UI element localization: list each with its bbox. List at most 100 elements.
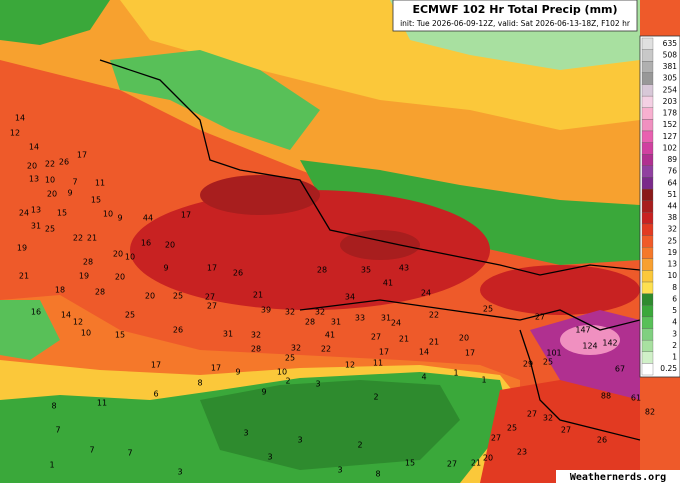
precip-label: 24 (391, 319, 401, 328)
precip-label: 34 (345, 293, 355, 302)
legend-label: 102 (663, 143, 678, 152)
legend-swatch (641, 316, 654, 329)
legend-label: 51 (667, 190, 677, 199)
legend-label: 254 (663, 85, 678, 94)
precip-label: 10 (125, 253, 135, 262)
precip-label: 15 (91, 196, 101, 205)
precip-label: 18 (55, 286, 65, 295)
precip-label: 28 (251, 345, 261, 354)
legend-swatch (641, 142, 654, 155)
precip-label: 20 (483, 454, 493, 463)
precip-label: 19 (17, 244, 27, 253)
precip-label: 4 (421, 373, 426, 382)
precip-label: 14 (419, 348, 429, 357)
legend-label: 38 (667, 213, 677, 222)
precip-label: 11 (95, 179, 105, 188)
precip-label: 27 (561, 426, 571, 435)
legend-swatch (641, 339, 654, 352)
legend-swatch (641, 84, 654, 97)
legend-swatch (641, 165, 654, 178)
precip-label: 27 (207, 302, 217, 311)
precip-label: 2 (285, 377, 290, 386)
precip-label: 20 (459, 334, 469, 343)
precip-label: 9 (261, 388, 266, 397)
precip-label: 20 (165, 241, 175, 250)
precip-label: 41 (325, 331, 335, 340)
legend-swatch (641, 188, 654, 201)
precip-label: 21 (429, 338, 439, 347)
heavy-core (130, 190, 490, 310)
precip-label: 32 (315, 308, 325, 317)
precip-label: 2 (373, 393, 378, 402)
precip-label: 15 (57, 209, 67, 218)
precip-label: 61 (631, 394, 641, 403)
legend-swatch (641, 107, 654, 120)
precip-label: 20 (115, 273, 125, 282)
red-zone (480, 380, 640, 483)
precip-label: 39 (261, 306, 271, 315)
precip-label: 17 (379, 348, 389, 357)
precip-label: 32 (543, 414, 553, 423)
precip-label: 17 (465, 349, 475, 358)
subtitle: init: Tue 2026-06-09-12Z, valid: Sat 202… (400, 19, 631, 28)
precip-label: 10 (277, 368, 287, 377)
precip-label: 27 (205, 293, 215, 302)
precip-label: 17 (77, 151, 87, 160)
precip-label: 41 (383, 279, 393, 288)
credit-box (556, 470, 680, 483)
precip-label: 12 (345, 361, 355, 370)
precip-label: 27 (447, 460, 457, 469)
precip-label: 20 (113, 250, 123, 259)
legend-label: 5 (672, 306, 677, 315)
legend-swatch (641, 37, 654, 50)
precip-label: 17 (207, 264, 217, 273)
precip-label: 10 (103, 210, 113, 219)
precip-label: 7 (127, 449, 132, 458)
precip-label: 25 (45, 225, 55, 234)
border-line (99, 59, 641, 276)
precip-label: 3 (243, 429, 248, 438)
legend-swatch (641, 130, 654, 143)
precip-label: 7 (55, 426, 60, 435)
precip-label: 21 (253, 291, 263, 300)
precip-label: 15 (115, 331, 125, 340)
precip-label: 26 (233, 269, 243, 278)
title-box (392, 0, 638, 32)
heavy-core (340, 230, 420, 260)
legend-label: 19 (667, 248, 677, 257)
legend-swatch (641, 293, 654, 306)
precip-label: 43 (399, 264, 409, 273)
precip-label: 14 (61, 311, 71, 320)
precip-label: 101 (546, 349, 561, 358)
precip-label: 32 (291, 344, 301, 353)
precip-label: 67 (615, 365, 625, 374)
precip-label: 22 (73, 234, 83, 243)
precip-label: 8 (197, 379, 202, 388)
precip-label: 28 (95, 288, 105, 297)
precip-label: 25 (173, 292, 183, 301)
precip-label: 27 (535, 313, 545, 322)
legend-swatch (641, 258, 654, 271)
dark-green-zone (200, 380, 460, 470)
legend-swatch (641, 95, 654, 108)
precip-label: 1 (481, 376, 486, 385)
legend-swatch (641, 235, 654, 248)
legend-label: 89 (667, 155, 677, 164)
precip-label: 24 (421, 289, 431, 298)
green-zone (300, 160, 640, 265)
legend-label: 508 (663, 50, 678, 59)
legend-swatch (641, 177, 654, 190)
precip-label: 14 (29, 143, 39, 152)
precip-label: 1 (453, 369, 458, 378)
legend-swatch (641, 212, 654, 225)
precip-label: 16 (31, 308, 41, 317)
precip-label: 7 (89, 446, 94, 455)
green-zone (0, 0, 110, 45)
legend-label: 203 (663, 97, 678, 106)
legend-label: 6 (672, 294, 677, 303)
precip-label: 142 (602, 339, 617, 348)
precip-label: 3 (315, 380, 320, 389)
